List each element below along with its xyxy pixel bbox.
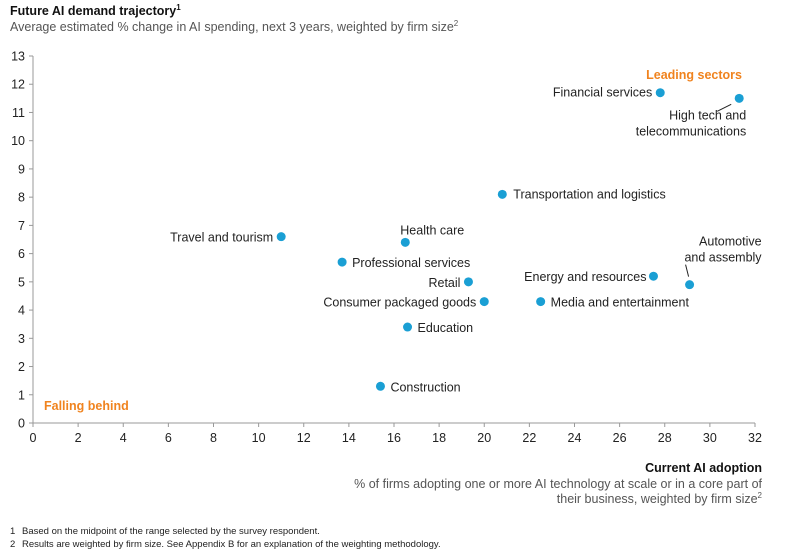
y-tick-label: 7 xyxy=(18,219,25,233)
footnote-1: 1 Based on the midpoint of the range sele… xyxy=(10,526,320,537)
x-tick-label: 32 xyxy=(748,431,762,445)
x-tick-label: 10 xyxy=(252,431,266,445)
x-tick-label: 6 xyxy=(165,431,172,445)
point-label: Energy and resources xyxy=(524,270,646,284)
y-tick-label: 12 xyxy=(11,78,25,92)
annotation-leading-sectors: Leading sectors xyxy=(646,68,742,82)
footnote-2: 2 Results are weighted by firm size. See … xyxy=(10,539,441,550)
point-label: Financial services xyxy=(553,86,652,100)
point-label: Education xyxy=(418,321,474,335)
point-label: Health care xyxy=(400,223,464,237)
point-label: Travel and tourism xyxy=(170,231,273,245)
data-point xyxy=(685,280,695,290)
y-tick-label: 13 xyxy=(11,50,25,64)
x-tick-label: 12 xyxy=(297,431,311,445)
chart-title: Future AI demand trajectory1 xyxy=(10,2,181,18)
x-tick-label: 16 xyxy=(387,431,401,445)
data-point xyxy=(403,322,413,332)
y-tick-label: 10 xyxy=(11,134,25,148)
y-tick-label: 0 xyxy=(18,417,25,431)
y-tick-label: 5 xyxy=(18,275,25,289)
x-tick-label: 18 xyxy=(432,431,446,445)
x-tick-label: 22 xyxy=(522,431,536,445)
data-point xyxy=(375,381,385,391)
point-label: Media and entertainment xyxy=(551,296,690,310)
point-label: Transportation and logistics xyxy=(513,187,665,201)
data-point xyxy=(655,88,665,98)
data-point xyxy=(400,237,410,247)
x-tick-label: 30 xyxy=(703,431,717,445)
data-point xyxy=(497,189,507,199)
data-point xyxy=(648,271,658,281)
y-tick-label: 3 xyxy=(18,332,25,346)
x-axis-title: Current AI adoption xyxy=(645,461,762,475)
data-point xyxy=(734,93,744,103)
x-tick-label: 26 xyxy=(613,431,627,445)
y-tick-label: 1 xyxy=(18,388,25,402)
x-tick-label: 4 xyxy=(120,431,127,445)
annotation-falling-behind: Falling behind xyxy=(44,399,129,413)
x-tick-label: 20 xyxy=(477,431,491,445)
y-tick-label: 8 xyxy=(18,191,25,205)
point-label: Professional services xyxy=(352,256,470,270)
data-point xyxy=(463,277,473,287)
point-label: High tech and telecommunications xyxy=(636,108,747,138)
leader-line xyxy=(685,264,690,277)
data-point xyxy=(536,297,546,307)
data-point xyxy=(337,257,347,267)
x-tick-label: 14 xyxy=(342,431,356,445)
x-tick-label: 2 xyxy=(75,431,82,445)
y-tick-label: 6 xyxy=(18,247,25,261)
y-tick-label: 11 xyxy=(12,106,25,120)
x-tick-label: 8 xyxy=(210,431,217,445)
leader-line xyxy=(716,103,732,112)
x-tick-label: 28 xyxy=(658,431,672,445)
y-tick-label: 2 xyxy=(18,360,25,374)
x-tick-label: 0 xyxy=(30,431,37,445)
point-label: Consumer packaged goods xyxy=(323,296,476,310)
data-point xyxy=(479,297,489,307)
y-tick-label: 4 xyxy=(18,304,25,318)
data-point xyxy=(276,232,286,242)
point-label: Construction xyxy=(390,380,460,394)
x-axis-description: % of firms adopting one or more AI techn… xyxy=(354,477,762,506)
point-label: Automotive and assembly xyxy=(684,235,762,265)
y-tick-label: 9 xyxy=(18,162,25,176)
x-tick-label: 24 xyxy=(568,431,582,445)
point-label: Retail xyxy=(428,276,460,290)
chart-subtitle: Average estimated % change in AI spendin… xyxy=(10,18,459,34)
